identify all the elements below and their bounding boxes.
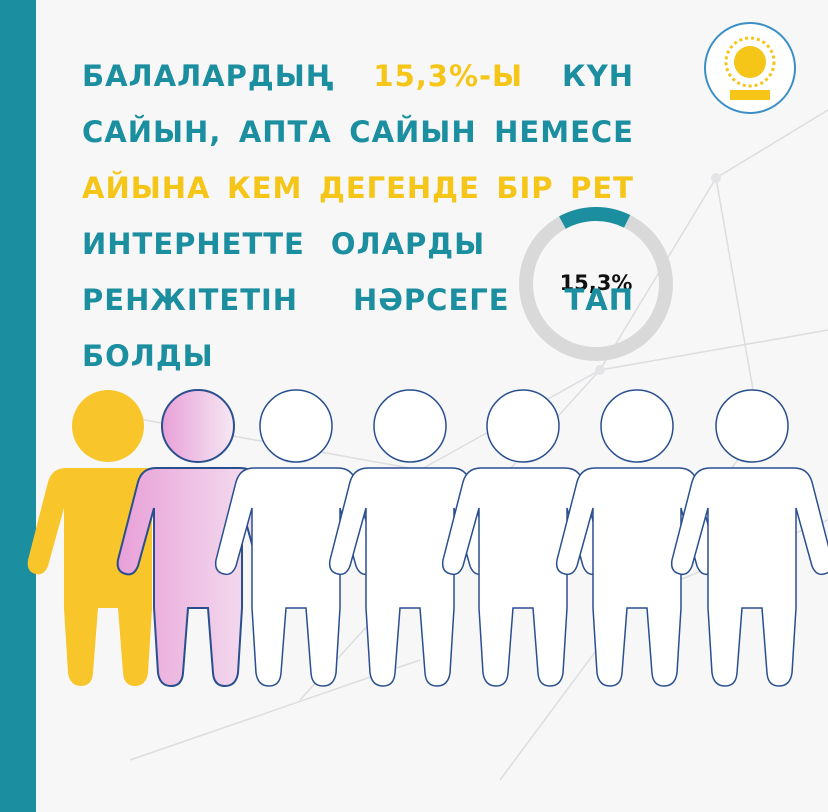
headline-word: ТАП <box>564 283 634 317</box>
headline-line: РЕНЖІТЕТІН НӘРСЕГЕ ТАП <box>82 272 634 328</box>
side-bar <box>0 0 36 812</box>
headline-word: БОЛДЫ <box>82 339 214 373</box>
headline: БАЛАЛАРДЫҢ 15,3%-Ы КҮН САЙЫН, АПТА САЙЫН НЕМЕС… <box>82 48 634 384</box>
headline-line: ИНТЕРНЕТТЕ ОЛАРДЫ <box>82 216 634 272</box>
headline-line: БОЛДЫ <box>82 328 634 384</box>
headline-line: АЙЫНА КЕМ ДЕГЕНДЕ БІР РЕТ <box>82 160 634 216</box>
headline-word: КҮН <box>562 59 634 93</box>
headline-word: САЙЫН, <box>82 115 222 149</box>
headline-line: БАЛАЛАРДЫҢ 15,3%-Ы КҮН <box>82 48 634 104</box>
headline-word: ОЛАРДЫ <box>330 227 486 261</box>
headline-word: ДЕГЕНДЕ <box>318 171 480 205</box>
person <box>670 389 828 687</box>
headline-word: НӘРСЕГЕ <box>353 283 510 317</box>
logo <box>704 22 796 114</box>
headline-word: САЙЫН <box>349 115 477 149</box>
donut-chart: 15,3% <box>519 207 673 361</box>
headline-word: НЕМЕСЕ <box>494 115 634 149</box>
headline-word: БІР <box>496 171 554 205</box>
headline-word: РЕНЖІТЕТІН <box>82 283 299 317</box>
headline-word: АПТА <box>238 115 332 149</box>
headline-word: АЙЫНА <box>82 171 211 205</box>
donut-arc <box>559 207 631 229</box>
headline-word: РЕТ <box>570 171 634 205</box>
donut-label: 15,3% <box>560 271 633 295</box>
headline-word: БАЛАЛАРДЫҢ <box>82 59 335 93</box>
headline-word: 15,3%-Ы <box>373 59 524 93</box>
headline-line: САЙЫН, АПТА САЙЫН НЕМЕСЕ <box>82 104 634 160</box>
headline-word: ИНТЕРНЕТТЕ <box>82 227 305 261</box>
headline-word: КЕМ <box>227 171 303 205</box>
